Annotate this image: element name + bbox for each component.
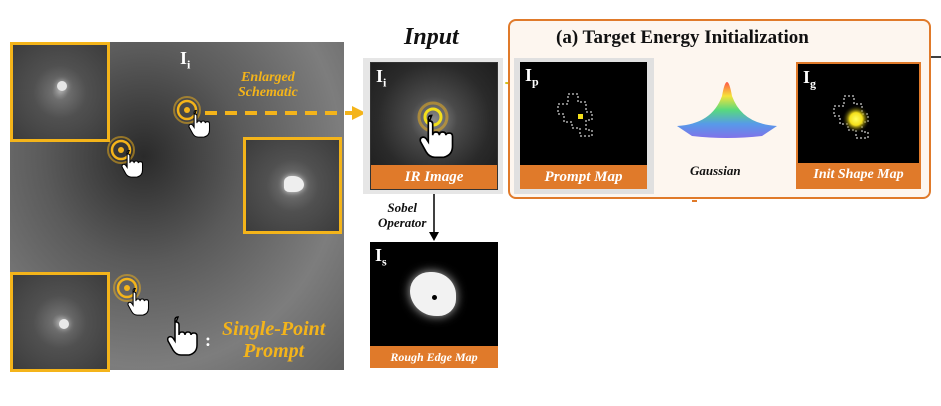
prompt-shape (557, 93, 593, 137)
prompt-ring (107, 136, 135, 164)
target-spot (284, 176, 304, 192)
gaussian-surface (677, 82, 777, 138)
target-spot (57, 81, 67, 91)
sobel-arrow (429, 193, 439, 241)
ir-prompt-overlay (417, 101, 454, 159)
edge-map-label: Is (375, 245, 387, 269)
hand-pointer-icon (166, 316, 198, 356)
init-shape-map: Ig Init Shape Map (796, 62, 921, 189)
enlarged-schematic-label: Enlarged Schematic (238, 70, 298, 100)
ir-image-caption: IR Image (371, 165, 497, 189)
prompt-map-label: Ip (525, 65, 539, 89)
hand-pointer-icon (121, 149, 144, 178)
gaussian-label: Gaussian (690, 163, 741, 178)
sobel-label: Sobel Operator (378, 200, 427, 230)
energy-section-title: (a) Target Energy Initialization (556, 27, 809, 48)
ir-image-label: Ii (376, 66, 387, 90)
enlarge-arrow (205, 106, 366, 120)
legend-colon: : (205, 330, 211, 350)
hand-pointer-icon (188, 109, 211, 138)
init-shape (833, 95, 870, 139)
edge-blob (410, 272, 456, 316)
hand-pointer-icon (127, 287, 150, 316)
rough-edge-map: Is Rough Edge Map (370, 242, 498, 368)
inset-top-left (10, 42, 110, 142)
init-map-label: Ig (803, 67, 817, 91)
hand-pointer-icon (419, 114, 454, 159)
edge-center-dot (432, 295, 437, 300)
ir-image: Ii IR Image (370, 62, 498, 190)
prompt-map: Ip Prompt Map (520, 62, 647, 189)
inset-bottom-left (10, 272, 110, 372)
input-title: Input (404, 24, 459, 50)
inset-right (243, 137, 342, 234)
init-map-caption: Init Shape Map (798, 163, 919, 187)
edge-map-caption: Rough Edge Map (370, 346, 498, 368)
target-spot (59, 319, 69, 329)
single-point-prompt-label: Single-Point Prompt (222, 318, 326, 362)
prompt-ring (113, 274, 141, 302)
scene-label: Ii (180, 48, 191, 72)
prompt-map-caption: Prompt Map (520, 165, 647, 189)
